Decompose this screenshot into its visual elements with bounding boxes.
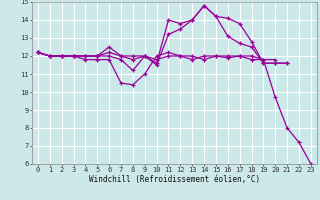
X-axis label: Windchill (Refroidissement éolien,°C): Windchill (Refroidissement éolien,°C) [89,175,260,184]
